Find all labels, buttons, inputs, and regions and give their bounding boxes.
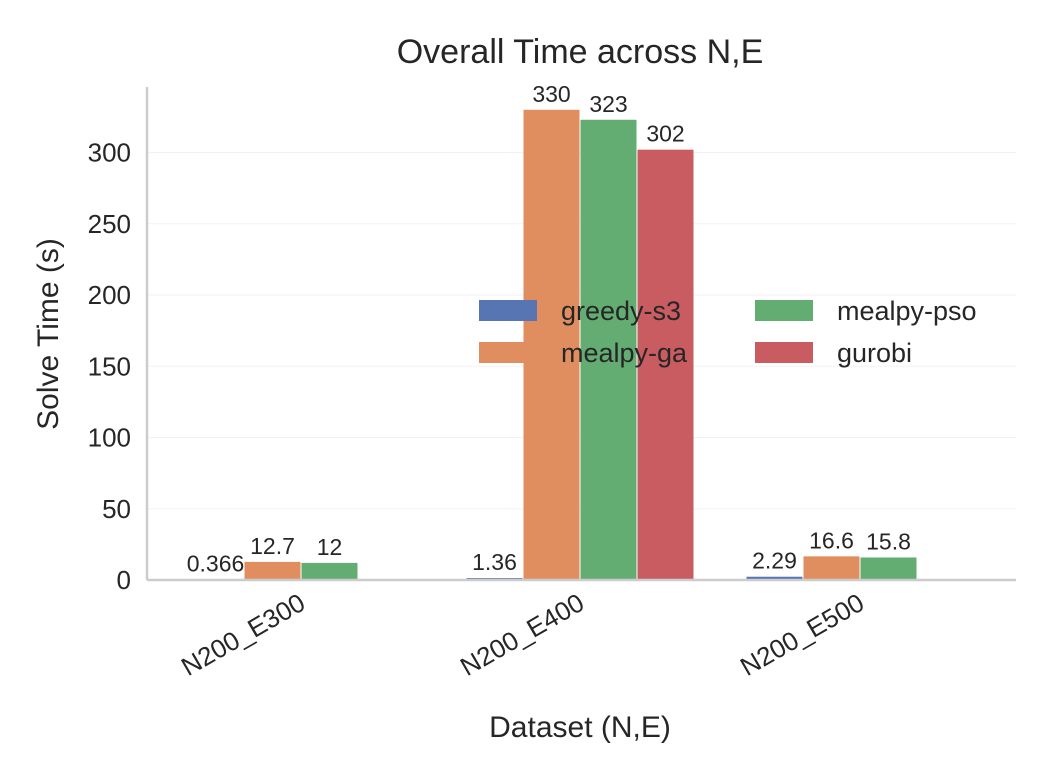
legend-swatch [755, 300, 813, 321]
bar-mealpy-ga [244, 561, 301, 580]
bar-greedy-s3 [746, 576, 803, 580]
bar-mealpy-pso [301, 562, 358, 580]
y-tick-label: 150 [88, 351, 131, 381]
y-tick-label: 100 [88, 423, 131, 453]
y-axis-title: Solve Time (s) [32, 238, 65, 430]
bar-mealpy-pso [580, 119, 637, 581]
x-tick-label: N200_E400 [455, 587, 589, 682]
y-tick-label: 50 [102, 494, 131, 524]
x-tick-label: N200_E300 [176, 587, 310, 682]
bar-mealpy-ga [803, 556, 860, 580]
data-label: 323 [589, 91, 627, 117]
legend: greedy-s3 mealpy-ga mealpy-pso gurobi [479, 296, 977, 368]
data-label: 16.6 [809, 527, 854, 553]
legend-label: gurobi [837, 338, 912, 368]
data-label: 330 [532, 81, 570, 107]
bar-mealpy-pso [860, 557, 917, 580]
legend-swatch [479, 300, 537, 321]
legend-item-greedy-s3: greedy-s3 [479, 296, 681, 326]
data-label: 2.29 [752, 548, 797, 574]
data-label: 12.7 [250, 533, 295, 559]
data-label: 302 [646, 121, 684, 147]
legend-swatch [479, 342, 537, 363]
x-tick-label: N200_E500 [735, 587, 869, 682]
data-label: 0.366 [187, 550, 245, 576]
legend-label: mealpy-ga [561, 338, 688, 368]
y-tick-label: 300 [88, 138, 131, 168]
y-tick-labels: 0 50 100 150 200 250 300 [88, 138, 131, 595]
legend-swatch [755, 342, 813, 363]
legend-label: greedy-s3 [561, 296, 681, 326]
bars [187, 109, 917, 581]
bar-gurobi [637, 149, 694, 580]
data-labels: 0.366 1.36 2.29 12.7 330 16.6 12 323 15.8 302 [187, 81, 911, 577]
x-tick-labels: N200_E300 N200_E400 N200_E500 [176, 587, 869, 682]
legend-item-mealpy-pso: mealpy-pso [755, 296, 977, 326]
legend-item-mealpy-ga: mealpy-ga [479, 338, 688, 368]
legend-item-gurobi: gurobi [755, 338, 912, 368]
data-label: 15.8 [866, 528, 911, 554]
x-axis-title: Dataset (N,E) [489, 711, 671, 744]
chart-title: Overall Time across N,E [397, 33, 764, 71]
axes [145, 87, 1016, 582]
y-tick-label: 250 [88, 209, 131, 239]
data-label: 12 [317, 534, 343, 560]
data-label: 1.36 [472, 549, 517, 575]
y-tick-label: 200 [88, 280, 131, 310]
legend-label: mealpy-pso [837, 296, 977, 326]
y-tick-label: 0 [117, 565, 131, 595]
